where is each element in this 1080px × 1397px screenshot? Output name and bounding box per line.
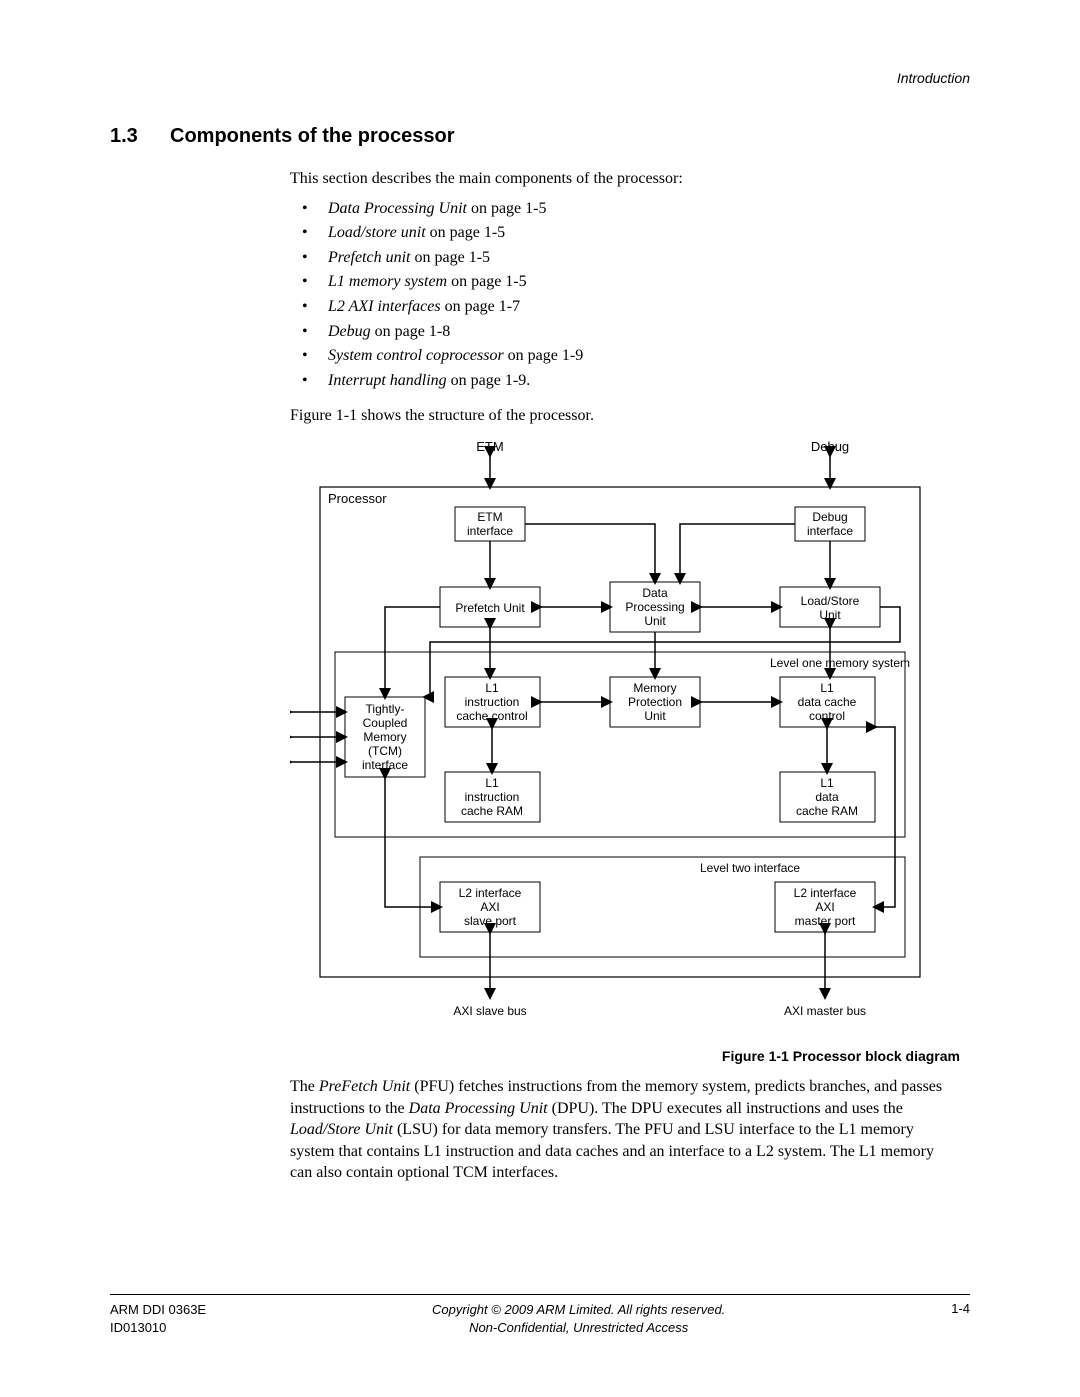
figure-reference: Figure 1-1 shows the structure of the pr…: [290, 405, 960, 427]
footer-right: 1-4: [951, 1301, 970, 1316]
section-title: Components of the processor: [170, 125, 454, 148]
body-column: This section describes the main componen…: [290, 168, 960, 427]
list-rest: on page 1-7: [441, 298, 521, 315]
list-item: Debug on page 1-8: [290, 321, 960, 343]
list-item: Data Processing Unit on page 1-5: [290, 198, 960, 220]
box-l2master-l2: AXI: [815, 900, 834, 914]
box-dpu-l3: Unit: [644, 614, 666, 628]
list-term: System control coprocessor: [328, 347, 504, 364]
box-tcm-l2: Coupled: [363, 716, 408, 730]
list-term: Debug: [328, 323, 371, 340]
copyright: Copyright © 2009 ARM Limited. All rights…: [432, 1301, 725, 1319]
term-lsu: Load/Store Unit: [290, 1121, 393, 1138]
label-l2-group: Level two interface: [700, 861, 800, 875]
list-item: L1 memory system on page 1-5: [290, 271, 960, 293]
description-paragraph: The PreFetch Unit (PFU) fetches instruct…: [290, 1076, 960, 1184]
box-lsu-l1: Load/Store: [801, 594, 860, 608]
list-item: Load/store unit on page 1-5: [290, 222, 960, 244]
box-l2master-l3: master port: [795, 914, 856, 928]
box-l1dram-l3: cache RAM: [796, 804, 858, 818]
box-pfu: Prefetch Unit: [455, 601, 525, 615]
box-mpu-l1: Memory: [633, 681, 676, 695]
box-l1iram-l2: instruction: [465, 790, 520, 804]
list-rest: on page 1-8: [371, 323, 451, 340]
label-etm: ETM: [476, 439, 503, 454]
doc-subid: ID013010: [110, 1319, 206, 1337]
label-debug: Debug: [811, 439, 849, 454]
text: (DPU). The DPU executes all instructions…: [548, 1100, 903, 1117]
box-mpu-l3: Unit: [644, 709, 666, 723]
term-pfu: PreFetch Unit: [319, 1078, 410, 1095]
box-l1dram-l1: L1: [820, 776, 834, 790]
page: Introduction 1.3 Components of the proce…: [0, 0, 1080, 1397]
box-l1iram-l3: cache RAM: [461, 804, 523, 818]
diagram-container: ETM Debug Processor ETM interface Debug …: [290, 437, 930, 1032]
list-term: L2 AXI interfaces: [328, 298, 441, 315]
list-rest: on page 1-5: [467, 200, 547, 217]
label-processor: Processor: [328, 491, 387, 506]
running-header: Introduction: [897, 70, 970, 86]
list-term: Load/store unit: [328, 224, 426, 241]
box-tcm-l4: (TCM): [368, 744, 402, 758]
figure-caption: Figure 1-1 Processor block diagram: [290, 1048, 960, 1064]
box-l2slave-l2: AXI: [480, 900, 499, 914]
box-tcm-l3: Memory: [363, 730, 406, 744]
box-dpu-l2: Processing: [625, 600, 684, 614]
box-tcm-l5: interface: [362, 758, 408, 772]
box-l2master-l1: L2 interface: [794, 886, 857, 900]
box-etm-if-l1: ETM: [477, 510, 502, 524]
box-l1ictrl-l1: L1: [485, 681, 499, 695]
box-debug-if-l1: Debug: [812, 510, 847, 524]
list-item: Interrupt handling on page 1-9.: [290, 370, 960, 392]
box-l1ictrl-l2: instruction: [465, 695, 520, 709]
doc-id: ARM DDI 0363E: [110, 1301, 206, 1319]
section-number: 1.3: [110, 125, 170, 148]
component-list: Data Processing Unit on page 1-5 Load/st…: [290, 198, 960, 392]
box-l1iram-l1: L1: [485, 776, 499, 790]
label-axi-slave: AXI slave bus: [453, 1004, 526, 1018]
box-debug-if-l2: interface: [807, 524, 853, 538]
list-term: Interrupt handling: [328, 372, 447, 389]
list-term: L1 memory system: [328, 273, 447, 290]
footer-left: ARM DDI 0363E ID013010: [110, 1301, 206, 1337]
list-item: L2 AXI interfaces on page 1-7: [290, 296, 960, 318]
list-rest: on page 1-5: [411, 249, 491, 266]
box-l1dram-l2: data: [815, 790, 839, 804]
label-axi-master: AXI master bus: [784, 1004, 866, 1018]
list-rest: on page 1-5: [426, 224, 506, 241]
box-l2slave-l3: slave port: [464, 914, 517, 928]
list-rest: on page 1-9.: [447, 372, 531, 389]
body-column-2: The PreFetch Unit (PFU) fetches instruct…: [290, 1076, 960, 1184]
page-footer: ARM DDI 0363E ID013010 Copyright © 2009 …: [110, 1294, 970, 1337]
list-term: Prefetch unit: [328, 249, 411, 266]
box-l1ictrl-l3: cache control: [456, 709, 527, 723]
list-term: Data Processing Unit: [328, 200, 467, 217]
box-etm-if-l2: interface: [467, 524, 513, 538]
term-dpu: Data Processing Unit: [409, 1100, 548, 1117]
list-rest: on page 1-5: [447, 273, 527, 290]
box-mpu-l2: Protection: [628, 695, 682, 709]
box-tcm-l1: Tightly-: [366, 702, 405, 716]
text: The: [290, 1078, 319, 1095]
box-l2slave-l1: L2 interface: [459, 886, 522, 900]
list-rest: on page 1-9: [504, 347, 584, 364]
box-dpu-l1: Data: [642, 586, 668, 600]
confidentiality: Non-Confidential, Unrestricted Access: [432, 1319, 725, 1337]
box-l1dctrl-l3: control: [809, 709, 845, 723]
box-l1dctrl-l2: data cache: [798, 695, 857, 709]
list-item: Prefetch unit on page 1-5: [290, 247, 960, 269]
processor-block-diagram: ETM Debug Processor ETM interface Debug …: [290, 437, 930, 1027]
intro-paragraph: This section describes the main componen…: [290, 168, 960, 190]
section-heading: 1.3 Components of the processor: [110, 125, 970, 148]
box-lsu-l2: Unit: [819, 608, 841, 622]
list-item: System control coprocessor on page 1-9: [290, 345, 960, 367]
footer-center: Copyright © 2009 ARM Limited. All rights…: [432, 1301, 725, 1337]
box-l1dctrl-l1: L1: [820, 681, 834, 695]
label-l1-group: Level one memory system: [770, 656, 910, 670]
